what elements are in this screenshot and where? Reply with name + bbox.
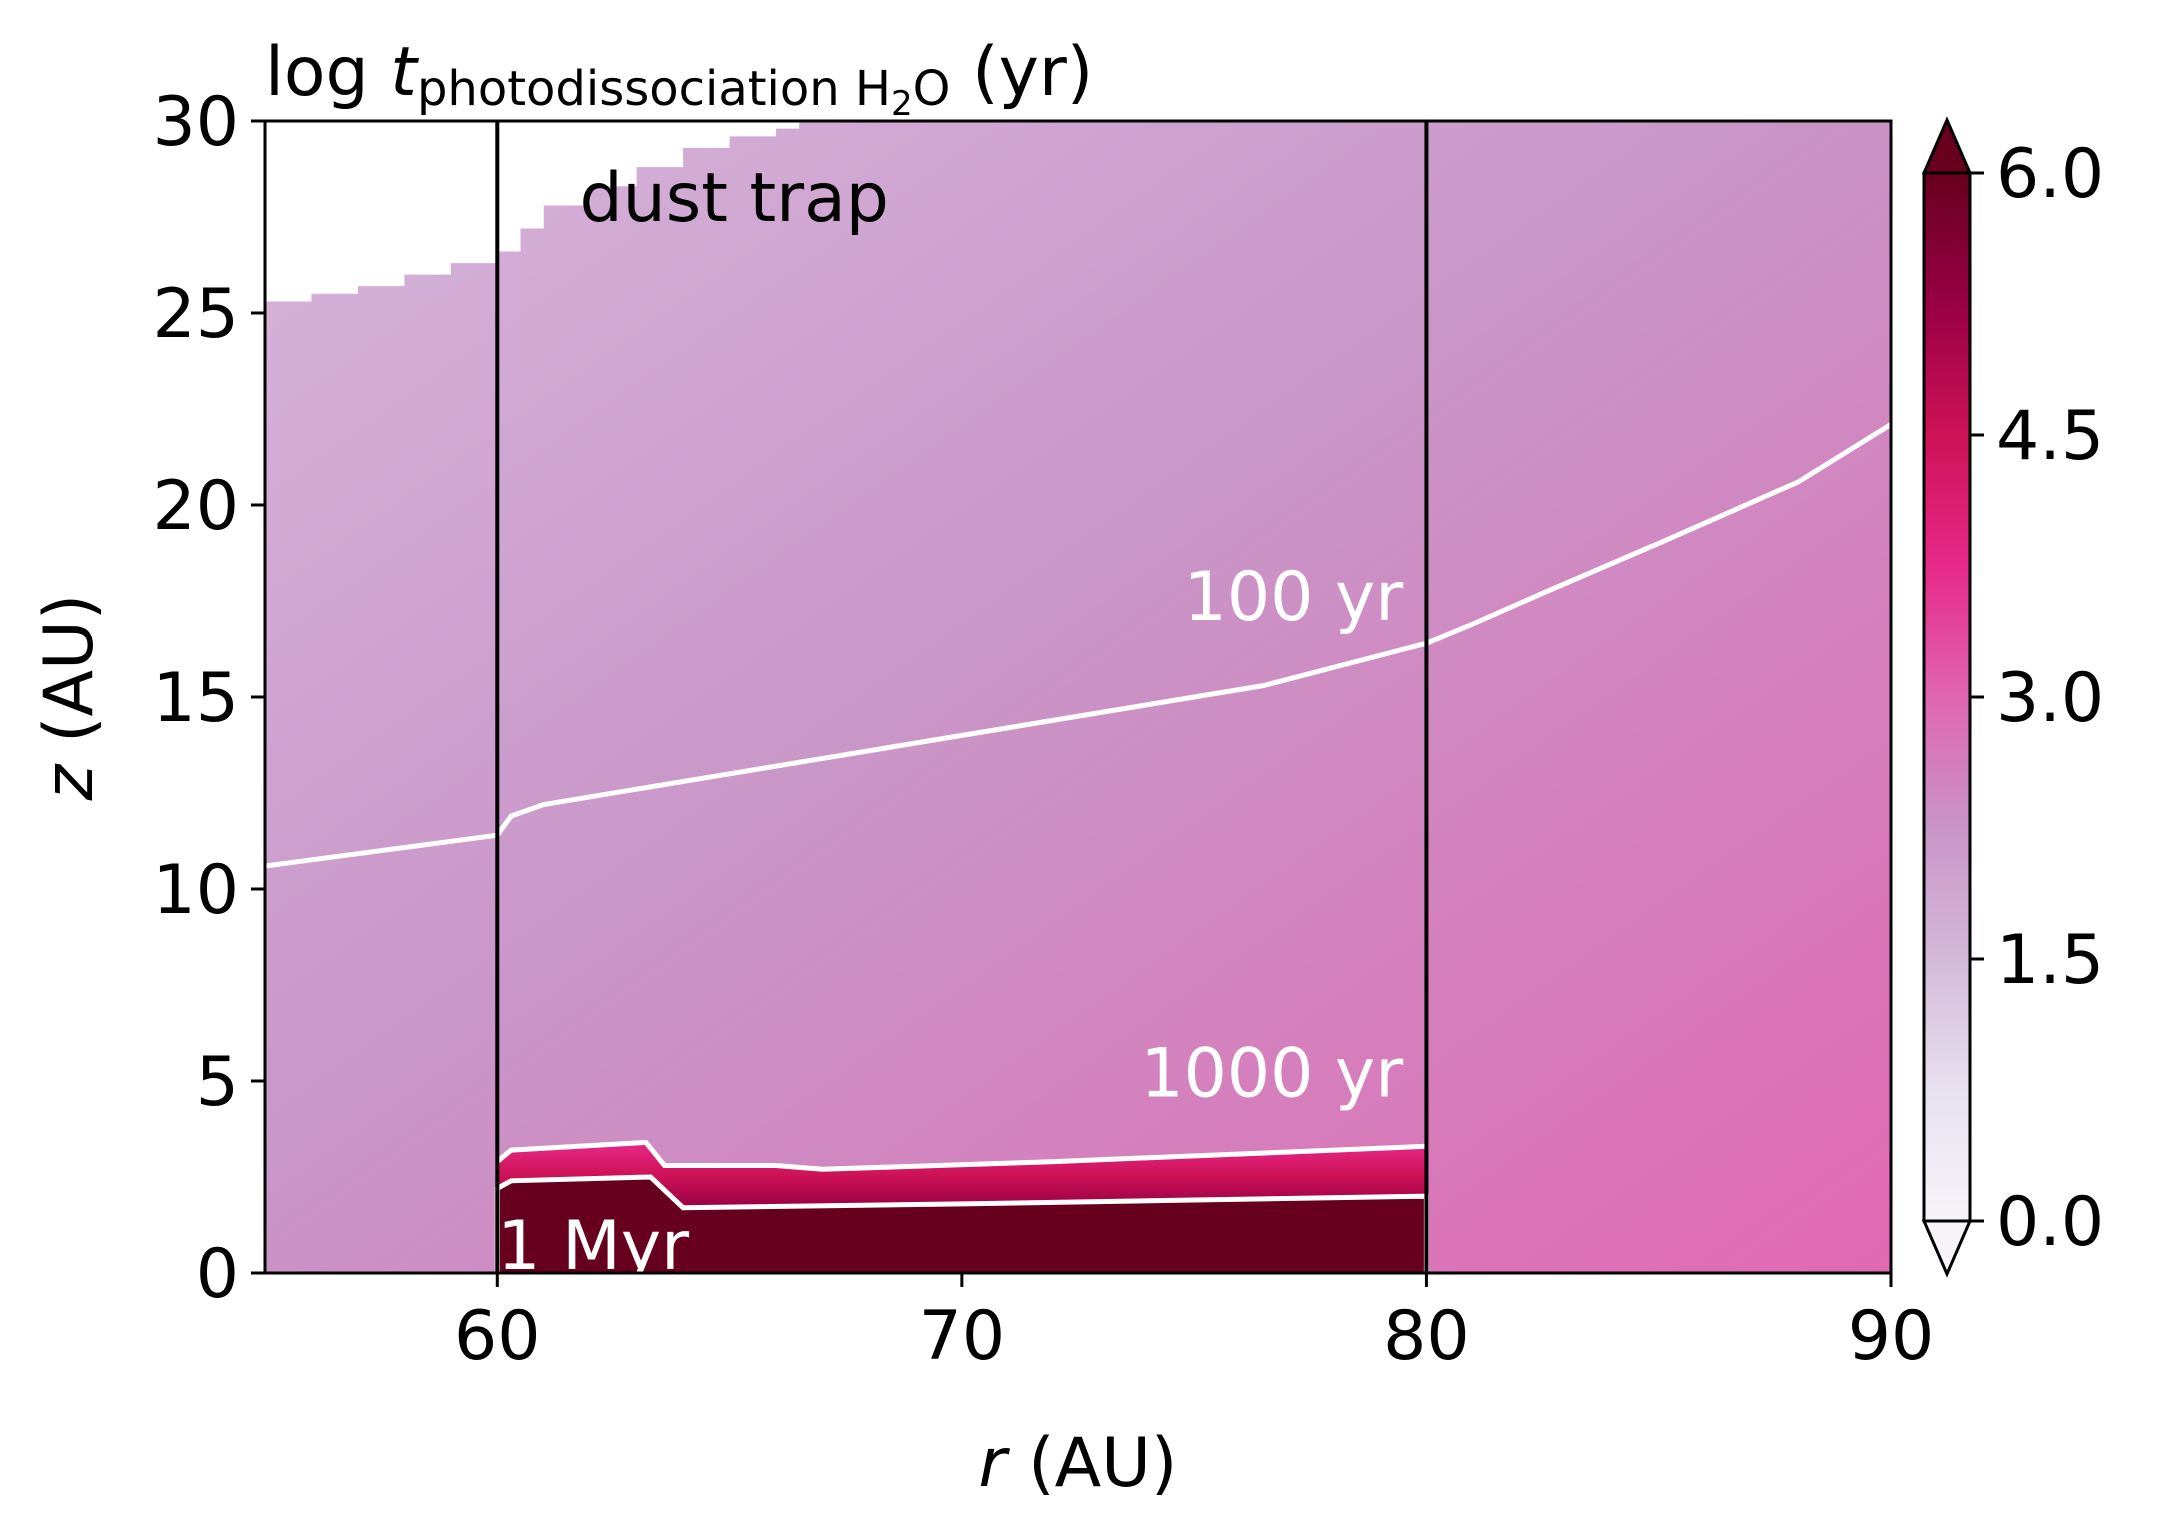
title-subscript-tail: O [913,61,951,117]
colorbar-tick-label: 6.0 [1996,135,2104,214]
colorbar-tick-label: 1.5 [1996,921,2104,1000]
label-100yr: 100 yr [1184,558,1404,637]
dust-trap-label: dust trap [580,159,889,238]
x-axis: 60 70 80 90 [454,1273,1934,1376]
colorbar: 0.0 1.5 3.0 4.5 6.0 [1921,116,2104,1278]
title-var: t [390,33,419,112]
x-tick-label: 60 [454,1297,541,1376]
transition-band [497,1142,1427,1208]
chart-title: log tphotodissociation H2O (yr) [265,33,1093,124]
colorbar-tick-label: 0.0 [1996,1183,2104,1262]
colorbar-tick-label: 4.5 [1996,397,2104,476]
colorbar-ticks: 0.0 1.5 3.0 4.5 6.0 [1970,135,2104,1262]
y-tick-label: 25 [152,275,239,354]
plot-area [265,121,1891,1273]
label-1000yr: 1000 yr [1140,1034,1403,1113]
title-subscript-index: 2 [891,84,913,124]
x-tick-label: 70 [919,1297,1006,1376]
title-prefix: log [265,33,390,112]
title-subscript: photodissociation H [417,61,891,117]
x-axis-var: r [979,1424,1011,1503]
y-tick-label: 30 [152,83,239,162]
colorbar-body [1922,171,1972,1223]
y-tick-label: 0 [196,1235,239,1314]
y-tick-label: 10 [152,851,239,930]
contour-1000yr [495,1139,1427,1172]
contour-1myr [494,1174,1429,1273]
title-suffix: (yr) [950,33,1093,112]
x-tick-label: 80 [1383,1297,1470,1376]
colorbar-tick-label: 3.0 [1996,659,2104,738]
x-tick-label: 90 [1848,1297,1935,1376]
x-axis-unit: (AU) [1007,1424,1178,1503]
y-axis-unit: (AU) [30,594,109,765]
y-axis-label: z (AU) [30,594,109,802]
colorbar-extend-min [1921,1219,1973,1278]
y-tick-label: 5 [196,1043,239,1122]
undefined-region-mask [265,121,800,302]
contour-100yr [265,422,1891,869]
colorbar-extend-max [1921,116,1973,175]
y-tick-label: 20 [152,467,239,546]
x-axis-label: r (AU) [979,1424,1178,1503]
y-tick-label: 15 [152,659,239,738]
y-axis: 0 5 10 15 20 25 30 [152,83,265,1314]
y-axis-var: z [30,763,109,801]
heatmap-background [265,121,1891,1273]
